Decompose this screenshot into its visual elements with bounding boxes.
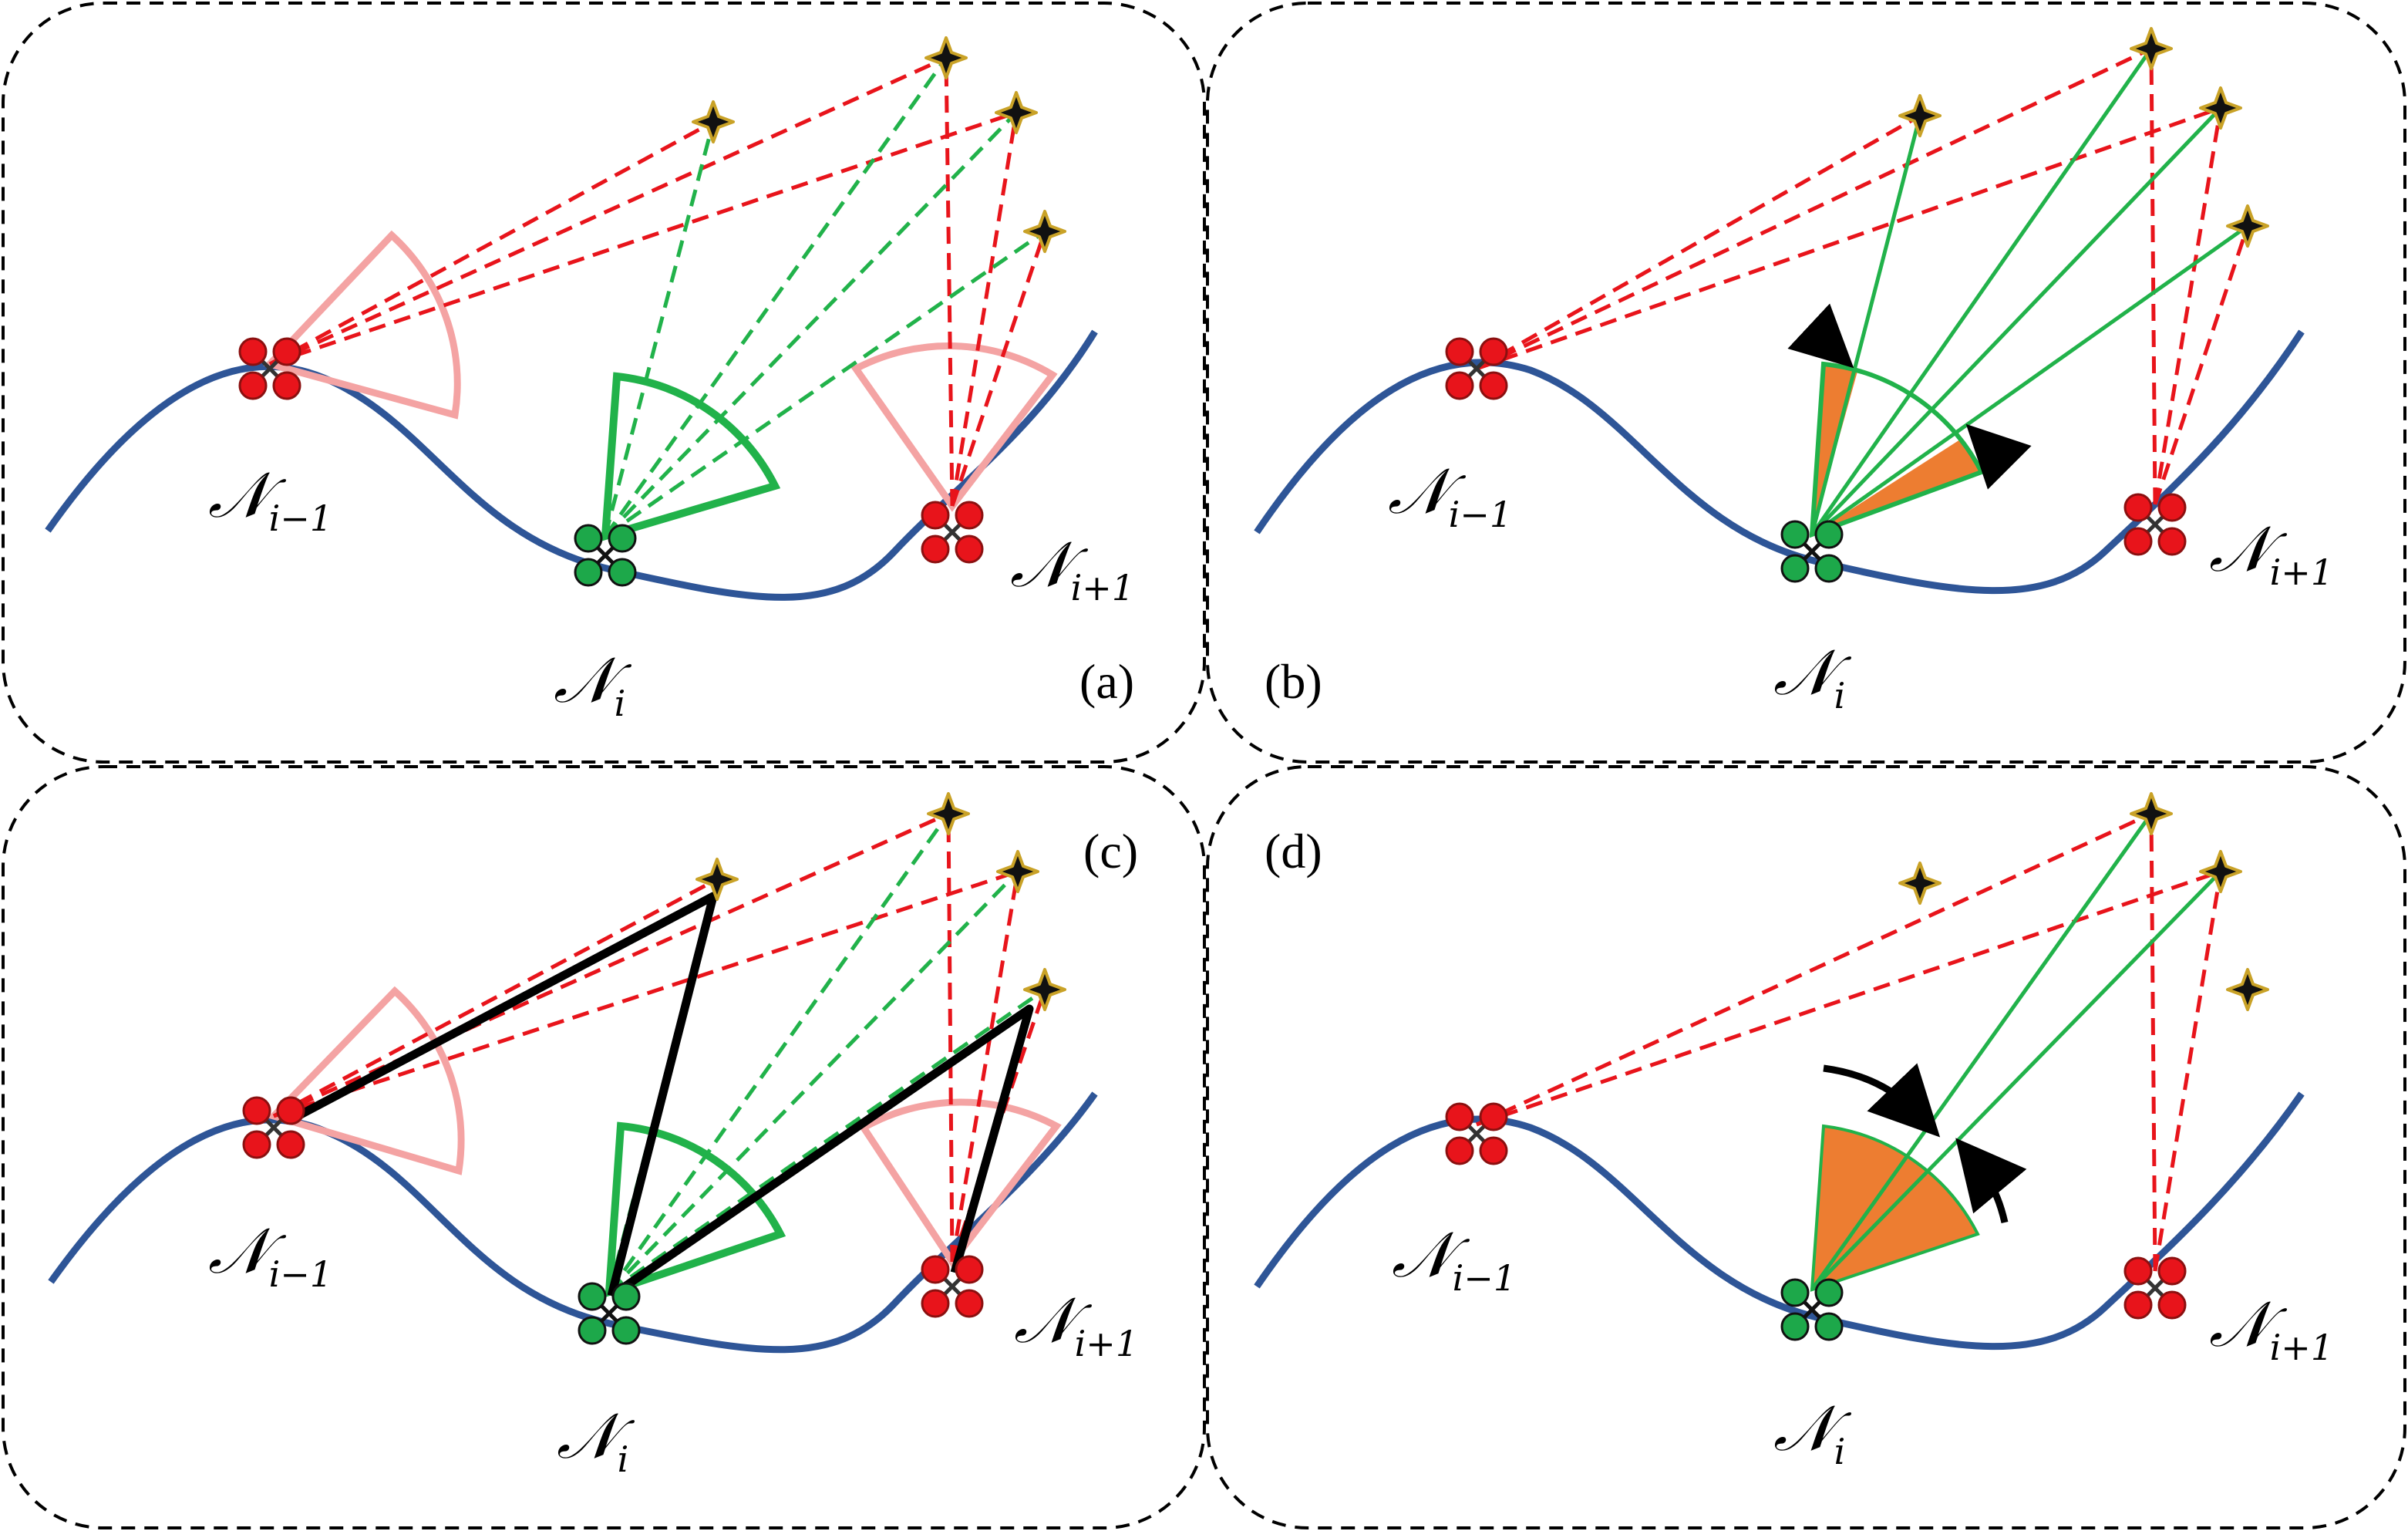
panel-b-frame (1206, 2, 2406, 764)
rotation-arrow (1955, 1138, 2027, 1223)
landmark-star (1023, 968, 1066, 1011)
fov-neighbor-next (850, 342, 1058, 512)
rotation-arrow (1965, 423, 2032, 490)
node-label-prev: 𝒩i−1 (208, 1215, 332, 1295)
panel-b: 𝒩i−1 𝒩i+1 𝒩i (b) (1206, 2, 2406, 764)
node-label-cur: 𝒩i (1773, 1392, 1852, 1472)
fov-neighbor-prev (267, 986, 465, 1175)
landmark-star (695, 858, 739, 901)
rotation-arrow (1823, 1063, 1941, 1138)
landmark-star (1898, 862, 1942, 905)
node-label-cur: 𝒩i (1773, 636, 1852, 717)
landmark-star (1898, 94, 1942, 137)
panel-d-frame (1206, 765, 2406, 1529)
panel-a-frame (2, 2, 1206, 764)
landmark-star (2130, 792, 2173, 835)
node-label-next: 𝒩i+1 (2209, 1288, 2333, 1368)
neighbor-observation-lines (1475, 811, 2223, 1272)
landmark-star (1023, 210, 1066, 253)
neighbor-drone-prev (244, 1098, 304, 1158)
landmark-star (995, 91, 1038, 134)
panel-c-frame (2, 765, 1206, 1529)
fov-neighbor-next (858, 1098, 1062, 1268)
node-label-cur: 𝒩i (554, 644, 632, 724)
neighbor-observation-lines (1475, 46, 2250, 505)
neighbor-observation-lines (272, 811, 1047, 1263)
landmark-star (927, 792, 970, 835)
panel-c: 𝒩i−1 𝒩i+1 𝒩i (c) (2, 765, 1206, 1529)
panel-a: 𝒩i−1 𝒩i+1 𝒩i (a) (2, 2, 1206, 764)
neighbor-observation-lines (268, 56, 1047, 507)
neighbor-drone-prev (1446, 1104, 1507, 1164)
neighbor-drone-prev (1446, 339, 1507, 399)
landmark-star (2130, 27, 2173, 70)
panel-id-c: (c) (1083, 824, 1138, 878)
ego-observation-lines (1810, 812, 2222, 1291)
node-label-prev: 𝒩i−1 (208, 459, 332, 539)
node-label-prev: 𝒩i−1 (1388, 455, 1512, 535)
fov-ego (605, 1121, 786, 1298)
ego-observation-lines (1810, 47, 2249, 537)
occluded-sector (1812, 438, 1982, 535)
fov-neighbor-prev (263, 230, 461, 420)
node-label-next: 𝒩i+1 (1010, 528, 1134, 609)
rotation-arrow (1787, 303, 1854, 369)
triangulation-edges (298, 892, 1034, 1300)
panel-id-d: (d) (1265, 824, 1322, 878)
fov-ego (601, 372, 781, 541)
landmark-star (2226, 204, 2269, 248)
landmark-star (692, 100, 735, 143)
panel-id-b: (b) (1265, 654, 1322, 709)
panel-id-a: (a) (1079, 654, 1134, 709)
node-label-prev: 𝒩i−1 (1392, 1219, 1516, 1299)
landmark-star (2226, 968, 2269, 1011)
ego-observation-lines (603, 56, 1046, 538)
node-label-next: 𝒩i+1 (2209, 513, 2333, 593)
node-label-cur: 𝒩i (557, 1400, 635, 1480)
node-label-next: 𝒩i+1 (1014, 1284, 1138, 1364)
landmark-star (924, 36, 968, 79)
panel-d: 𝒩i−1 𝒩i+1 𝒩i (d) (1206, 765, 2406, 1529)
